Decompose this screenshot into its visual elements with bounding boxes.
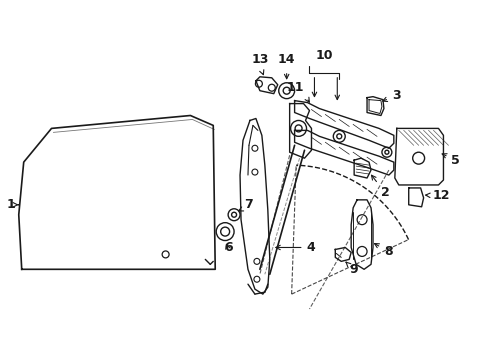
Text: 12: 12 <box>425 189 449 202</box>
Text: 3: 3 <box>382 89 400 102</box>
Text: 2: 2 <box>371 175 389 199</box>
Text: 9: 9 <box>346 262 357 276</box>
Text: 14: 14 <box>277 53 295 66</box>
Text: 5: 5 <box>441 154 459 167</box>
Text: 1: 1 <box>7 198 19 211</box>
Text: 7: 7 <box>244 198 252 211</box>
Text: 13: 13 <box>251 53 268 66</box>
Text: 6: 6 <box>224 242 232 255</box>
Text: 4: 4 <box>275 241 315 254</box>
Text: 11: 11 <box>286 81 304 94</box>
Text: 10: 10 <box>315 49 332 62</box>
Text: 8: 8 <box>374 243 392 258</box>
